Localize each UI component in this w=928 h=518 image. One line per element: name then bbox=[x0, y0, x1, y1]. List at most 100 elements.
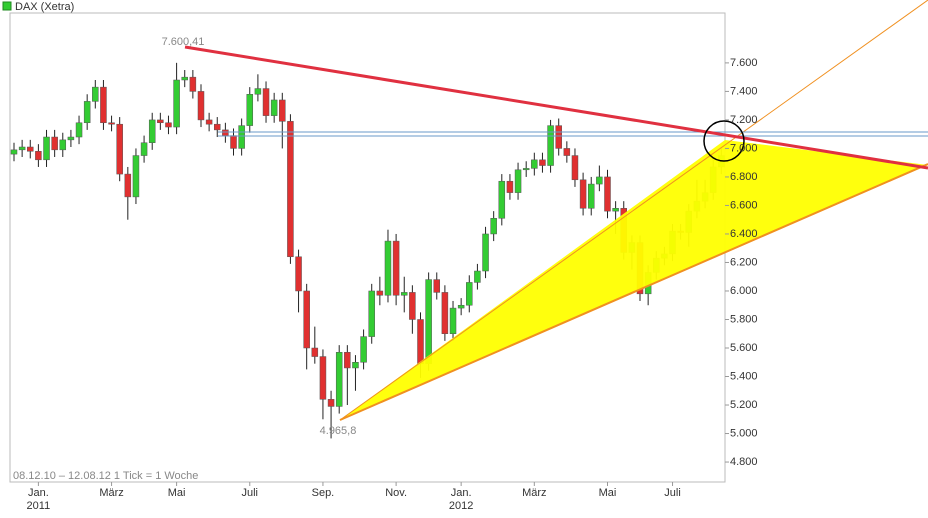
y-tick-label: 4.800 bbox=[730, 456, 758, 468]
candle-body bbox=[173, 79, 180, 128]
candle-body bbox=[319, 356, 327, 400]
candle-body bbox=[214, 123, 221, 131]
x-tick-label: Juli bbox=[664, 487, 681, 499]
candle-body bbox=[124, 173, 132, 198]
y-tick-label: 6.000 bbox=[730, 285, 758, 297]
candle-body bbox=[506, 180, 514, 193]
year-label: 2012 bbox=[449, 500, 473, 512]
candle-body bbox=[157, 119, 164, 124]
candle-body bbox=[311, 347, 319, 357]
y-tick-label: 7.200 bbox=[730, 114, 758, 126]
candle-body bbox=[295, 256, 302, 292]
y-tick-label: 6.800 bbox=[730, 171, 758, 183]
candle-body bbox=[205, 119, 213, 125]
support-line-extended bbox=[339, 0, 928, 421]
candle-body bbox=[165, 122, 172, 128]
candle-body bbox=[344, 352, 351, 369]
candle-body bbox=[83, 101, 91, 124]
candle-body bbox=[352, 362, 359, 369]
legend-swatch bbox=[2, 1, 12, 11]
resistance-line bbox=[184, 45, 928, 170]
candle-body bbox=[531, 159, 538, 169]
candle-body bbox=[596, 176, 603, 185]
x-tick-label: Jan. bbox=[28, 487, 49, 499]
x-tick-label: Sep. bbox=[312, 487, 335, 499]
candle-body bbox=[474, 270, 481, 283]
support-line bbox=[339, 163, 928, 421]
x-tick-label: Jan. bbox=[451, 487, 472, 499]
candle-body bbox=[417, 319, 424, 364]
candle-body bbox=[132, 155, 140, 198]
footer: 08.12.10 – 12.08.12 1 Tick = 1 Woche bbox=[13, 470, 198, 482]
x-tick-label: Juli bbox=[242, 487, 259, 499]
candle-body bbox=[547, 125, 554, 166]
y-tick-label: 5.200 bbox=[730, 399, 758, 411]
candle-body bbox=[360, 336, 367, 363]
candle-body bbox=[116, 123, 123, 175]
candle-body bbox=[18, 146, 26, 151]
candle-body bbox=[376, 290, 384, 296]
candle-body bbox=[604, 176, 611, 212]
x-tick-label: Mai bbox=[599, 487, 617, 499]
candle-body bbox=[327, 399, 335, 407]
y-tick-label: 6.600 bbox=[730, 199, 758, 211]
candle-body bbox=[222, 129, 229, 136]
candle-body bbox=[555, 125, 562, 149]
candle-body bbox=[498, 180, 506, 219]
candle-body bbox=[189, 76, 197, 92]
candle-body bbox=[92, 86, 99, 102]
candle-body bbox=[587, 183, 595, 209]
chart-title: DAX (Xetra) bbox=[15, 1, 74, 13]
year-label: 2011 bbox=[27, 500, 51, 512]
candle-body bbox=[335, 352, 343, 407]
candle-body bbox=[563, 148, 571, 156]
candle-body bbox=[482, 233, 489, 272]
trend-overlay bbox=[184, 0, 928, 421]
candle-body bbox=[181, 76, 188, 81]
candle-body bbox=[10, 149, 18, 155]
y-tick-label: 7.400 bbox=[730, 85, 758, 97]
candle-body bbox=[449, 307, 457, 334]
candle-body bbox=[409, 292, 416, 320]
candle-body bbox=[43, 136, 50, 161]
candle-body bbox=[384, 240, 392, 296]
candle-body bbox=[539, 159, 546, 166]
candle-body bbox=[197, 91, 205, 121]
y-tick-label: 5.800 bbox=[730, 313, 758, 325]
candle-body bbox=[425, 279, 432, 364]
candle-body bbox=[270, 99, 278, 116]
candle-body bbox=[579, 179, 587, 209]
y-tick-label: 5.000 bbox=[730, 427, 758, 439]
candle-body bbox=[238, 125, 245, 149]
candle-body bbox=[148, 119, 156, 143]
y-tick-label: 7.600 bbox=[730, 57, 758, 69]
candle-body bbox=[466, 282, 473, 306]
triangle-area bbox=[340, 140, 928, 420]
candle-body bbox=[287, 121, 294, 258]
y-tick-label: 6.200 bbox=[730, 256, 758, 268]
candle-body bbox=[433, 279, 441, 293]
x-tick-label: März bbox=[99, 487, 123, 499]
annotation: 4.965,8 bbox=[320, 425, 357, 437]
candle-body bbox=[522, 168, 530, 171]
candle-body bbox=[262, 88, 270, 116]
candle-body bbox=[303, 290, 310, 349]
candle-body bbox=[490, 218, 497, 235]
candle-body bbox=[254, 88, 262, 95]
candle-body bbox=[108, 122, 115, 125]
candle-body bbox=[51, 136, 58, 151]
y-tick-label: 5.400 bbox=[730, 370, 758, 382]
annotation: 7.600,41 bbox=[162, 36, 205, 48]
x-tick-label: Mai bbox=[168, 487, 186, 499]
x-tick-label: Nov. bbox=[385, 487, 407, 499]
candle-body bbox=[279, 99, 286, 122]
candle-body bbox=[368, 290, 375, 337]
highlight-circle bbox=[703, 120, 745, 162]
candle-body bbox=[612, 208, 619, 212]
candle-body bbox=[27, 146, 34, 152]
candle-body bbox=[441, 292, 449, 334]
candle-body bbox=[230, 135, 237, 149]
candle-body bbox=[246, 94, 254, 126]
y-tick-label: 7.000 bbox=[730, 142, 758, 154]
